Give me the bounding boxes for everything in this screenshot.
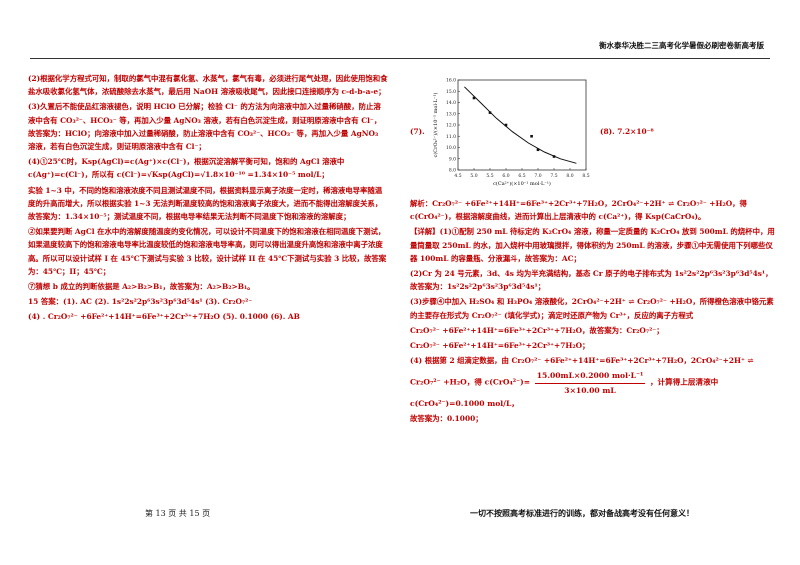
chart-row: (7). 4.5 5.0 5.5 6.0 6.5 7.0 7.5 8.0 8.5 8.0 9.0 1… bbox=[410, 72, 775, 197]
data-point bbox=[504, 123, 508, 127]
answer-label-7: (7). bbox=[410, 127, 425, 136]
paragraph: (4)①25℃时，Ksp(AgCl)=c(Ag⁺)×c(Cl⁻)，根据沉淀溶解平… bbox=[28, 157, 345, 180]
series-curve bbox=[464, 86, 577, 164]
page-number: 第 13 页 共 15 页 bbox=[145, 509, 211, 518]
paragraph: 实验 1~3 中，不同的饱和溶液浓度不同且测试温度不同，根据资料显示离子浓度一定… bbox=[28, 185, 383, 222]
paragraph: (2)Cr 为 24 号元素，3d、4s 均为半充满结构，基态 Cr 原子的电子… bbox=[410, 269, 773, 292]
paragraph: Cr₂O₇²⁻ +6Fe²⁺+14H⁺=6Fe³⁺+2Cr³⁺+7H₂O，故答案… bbox=[410, 325, 664, 335]
solubility-chart: 4.5 5.0 5.5 6.0 6.5 7.0 7.5 8.0 8.5 8.0 9.0 10.0 11… bbox=[428, 72, 593, 190]
x-tick-label: 5.0 bbox=[470, 173, 477, 179]
x-tick-label: 7.5 bbox=[550, 173, 557, 179]
x-tick-label: 7.0 bbox=[534, 173, 541, 179]
paragraph: (4) 根据第 2 组滴定数据，由 Cr₂O₇²⁻ +6Fe²⁺+14H⁺=6F… bbox=[410, 356, 754, 366]
footer-slogan: 一切不按照高考标准进行的训练，都对备战高考没有任何意义！ bbox=[470, 508, 694, 518]
y-tick-label: 12.0 bbox=[446, 123, 456, 129]
formula-line: Cr₂O₇²⁻ +H₂O，得 c(CrO₄²⁻)= 15.00mL×0.2000… bbox=[410, 369, 775, 410]
chart-svg: 4.5 5.0 5.5 6.0 6.5 7.0 7.5 8.0 8.5 8.0 9.0 10.0 11… bbox=[432, 78, 590, 188]
left-column: (2)根据化学方程式可知，制取的氯气中混有氯化氢、水蒸气，氯气有毒，必须进行尾气… bbox=[28, 72, 388, 326]
paragraph: 解析：Cr₂O₇²⁻ +6Fe²⁺+14H⁺=6Fe³⁺+2Cr³⁺+7H₂O，… bbox=[410, 199, 747, 222]
paragraph: ②如果要判断 AgCl 在水中的溶解度随温度的变化情况，可以设计不同温度下的饱和… bbox=[28, 227, 387, 276]
x-tick-label: 5.5 bbox=[486, 173, 493, 179]
y-tick-label: 16.0 bbox=[446, 78, 456, 84]
paragraph: (3)久置后不能使品红溶液褪色，说明 HClO 已分解；检验 Cl⁻ 的方法为向… bbox=[28, 102, 382, 152]
header-title: 衡水泰华决胜二三高考化学暑假必刷密卷新高考版 bbox=[599, 41, 764, 50]
y-tick-label: 10.0 bbox=[446, 145, 456, 151]
paragraph: (2)根据化学方程式可知，制取的氯气中混有氯化氢、水蒸气，氯气有毒，必须进行尾气… bbox=[28, 74, 388, 97]
paragraph: 【详解】(1)①配制 250 mL 待标定的 K₂CrO₄ 溶液，称量一定质量的… bbox=[410, 227, 775, 263]
y-tick-labels: 8.0 9.0 10.0 11.0 12.0 13.0 14.0 15.0 16.0 bbox=[446, 78, 456, 174]
fraction-numerator: 15.00mL×0.2000 mol·L⁻¹ bbox=[534, 369, 646, 384]
formula-prefix: Cr₂O₇²⁻ +H₂O，得 c(CrO₄²⁻)= bbox=[410, 378, 531, 388]
right-column: (7). 4.5 5.0 5.5 6.0 6.5 7.0 7.5 8.0 8.5 8.0 9.0 1… bbox=[410, 72, 775, 427]
x-tick-label: 4.5 bbox=[454, 173, 461, 179]
y-tick-label: 14.0 bbox=[446, 100, 456, 106]
data-point bbox=[536, 148, 540, 152]
chart-axes bbox=[457, 79, 587, 171]
data-point bbox=[472, 96, 476, 100]
x-tick-label: 6.0 bbox=[502, 173, 509, 179]
x-axis-label: c(Ca²⁺)(×10⁻¹ mol·L⁻¹) bbox=[493, 180, 551, 187]
data-point bbox=[552, 155, 556, 158]
answer-label-8: (8). 7.2×10⁻⁸ bbox=[600, 127, 654, 136]
paragraph: (3)步骤④中加入 H₂SO₄ 和 H₃PO₄ 溶液酸化，2CrO₄²⁻+2H⁺… bbox=[410, 297, 774, 320]
answer-line: 15 答案：(1). AC (2). 1s²2s²2p⁶3s²3p⁶3d⁵4s¹… bbox=[28, 297, 253, 307]
x-tick-label: 8.0 bbox=[566, 173, 573, 179]
answer-line: (4) . Cr₂O₇²⁻ +6Fe²⁺+14H⁺=6Fe³⁺+2Cr³⁺+7H… bbox=[28, 312, 300, 322]
fraction: 15.00mL×0.2000 mol·L⁻¹ 3×10.00 mL bbox=[534, 369, 646, 396]
y-tick-label: 11.0 bbox=[446, 134, 456, 140]
header-divider bbox=[30, 58, 770, 59]
x-tick-labels: 4.5 5.0 5.5 6.0 6.5 7.0 7.5 8.0 8.5 bbox=[454, 173, 589, 179]
data-points bbox=[472, 96, 556, 158]
x-tick-label: 8.5 bbox=[582, 173, 589, 179]
paragraph: 故答案为：0.1000； bbox=[410, 414, 483, 424]
formula-suffix: ，计算得上层清液中 c(CrO₄²⁻)=0.1000 mol/L， bbox=[410, 378, 719, 408]
data-point bbox=[488, 111, 492, 114]
paragraph: ⑦猜想 b 成立的判断依据是 A₂>B₂>B₁，故答案为：A₂>B₂>B₁。 bbox=[28, 282, 255, 292]
y-tick-label: 9.0 bbox=[449, 156, 456, 162]
y-tick-label: 8.0 bbox=[449, 168, 456, 174]
y-tick-label: 15.0 bbox=[446, 89, 456, 95]
x-tick-label: 6.5 bbox=[518, 173, 525, 179]
y-tick-label: 13.0 bbox=[446, 111, 456, 117]
paragraph: Cr₂O₇²⁻ +6Fe²⁺+14H⁺=6Fe³⁺+2Cr³⁺+7H₂O； bbox=[410, 341, 590, 351]
fraction-denominator: 3×10.00 mL bbox=[564, 385, 616, 395]
plot-frame bbox=[457, 79, 587, 171]
y-axis-label: c(CrO₄²⁻)/(×10⁻¹ mol·L⁻¹) bbox=[432, 92, 439, 157]
data-point bbox=[530, 134, 533, 138]
